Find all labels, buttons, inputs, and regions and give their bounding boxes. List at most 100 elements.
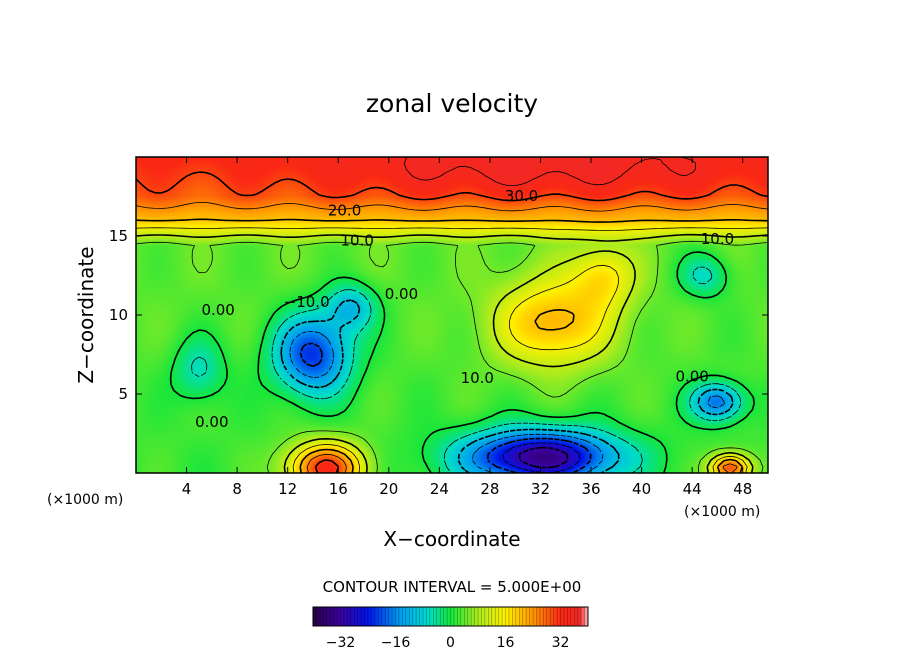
contour-label: 0.00	[201, 301, 234, 319]
colorbar-frame	[312, 606, 589, 627]
colorbar-swatch	[412, 607, 417, 626]
colorbar-swatch	[557, 607, 561, 626]
colorbar-swatch	[364, 607, 369, 626]
colorbar-tick-label: 16	[497, 635, 515, 651]
colorbar-swatch	[405, 607, 410, 626]
colorbar-swatch	[402, 607, 407, 626]
contour-labels: 30.0 20.0 10.0 10.0 10.0 −10.0 0.00 0.00 0.00 0.0…	[195, 187, 734, 431]
contour-line	[518, 446, 569, 469]
contour-line	[289, 331, 725, 473]
colorbar-swatch	[357, 607, 362, 626]
colorbar-swatch	[550, 607, 555, 626]
x-tick-label: 8	[232, 480, 242, 498]
contour-label: 20.0	[328, 201, 361, 219]
colorbar-swatch	[447, 607, 451, 626]
colorbar-swatch	[519, 607, 524, 626]
colorbar-swatch	[388, 607, 393, 626]
x-tick-label: 44	[683, 480, 702, 498]
contour-label: 10.0	[340, 231, 373, 249]
colorbar-swatch	[426, 607, 431, 626]
colorbar-swatch	[481, 607, 486, 626]
colorbar-swatch	[436, 607, 441, 626]
contour-line	[136, 240, 768, 473]
x-tick-label: 40	[632, 480, 651, 498]
colorbar-swatch	[502, 607, 506, 626]
colorbar-swatch	[398, 607, 403, 626]
colorbar-swatch	[570, 607, 575, 626]
colorbar-swatch	[450, 607, 455, 626]
colorbar-swatch	[543, 607, 548, 626]
colorbar-swatch	[512, 607, 517, 626]
colorbar-ticks: −32 −16 0 16 32	[326, 635, 570, 651]
contour-line	[136, 218, 768, 473]
contour-interval-text: CONTOUR INTERVAL = 5.000E+00	[323, 578, 582, 596]
colorbar-swatch	[313, 607, 317, 626]
colorbar-swatch	[316, 607, 321, 626]
colorbar-swatch	[526, 607, 531, 626]
colorbar-swatch	[498, 607, 503, 626]
x-tick-label: 32	[531, 480, 550, 498]
colorbar-swatch	[563, 607, 568, 626]
x-tick-label: 16	[329, 480, 348, 498]
x-axis-ticks: 4 8 12 16 20 24 28 32 36 40 44 48	[182, 157, 752, 498]
x-tick-label: 12	[278, 480, 297, 498]
colorbar-swatch	[488, 607, 493, 626]
contour-label: −10.0	[284, 293, 330, 311]
colorbar-swatch	[515, 607, 520, 626]
colorbar-swatch	[536, 607, 541, 626]
colorbar-swatch	[323, 607, 328, 626]
y-tick-label: 5	[118, 385, 128, 403]
colorbar-swatch	[464, 607, 469, 626]
colorbar-tick-label: −16	[381, 635, 411, 651]
x-tick-label: 24	[430, 480, 449, 498]
colorbar-swatch	[337, 607, 341, 626]
x-tick-label: 36	[581, 480, 600, 498]
colorbar-swatch	[508, 607, 513, 626]
chart-title: zonal velocity	[366, 89, 538, 118]
x-tick-label: 20	[379, 480, 398, 498]
colorbar-swatch	[330, 607, 335, 626]
colorbar-swatch	[484, 607, 489, 626]
x-tick-label: 28	[480, 480, 499, 498]
colorbar-tick-label: 32	[552, 635, 570, 651]
colorbar-swatch	[381, 607, 386, 626]
colorbar-swatch	[419, 607, 424, 626]
colorbar-swatch	[467, 607, 472, 626]
colorbar-swatch	[574, 607, 579, 626]
colorbar-swatch	[581, 607, 586, 626]
colorbar-swatch	[443, 607, 448, 626]
y-tick-label: 10	[109, 306, 128, 324]
colorbar	[312, 606, 589, 627]
colorbar-swatch	[423, 607, 427, 626]
velocity-field	[136, 157, 768, 473]
colorbar-swatch	[522, 607, 527, 626]
colorbar-swatch	[392, 607, 396, 626]
x-unit-right: (×1000 m)	[684, 504, 760, 520]
contour-label: 30.0	[505, 187, 538, 205]
colorbar-swatch	[319, 607, 324, 626]
colorbar-swatch	[478, 607, 482, 626]
contour-label: 10.0	[461, 369, 494, 387]
colorbar-swatch	[505, 607, 510, 626]
contour-label: 0.00	[675, 367, 708, 385]
colorbar-swatch	[453, 607, 458, 626]
colorbar-swatch	[440, 607, 445, 626]
x-tick-label: 4	[182, 480, 192, 498]
colorbar-swatch	[491, 607, 496, 626]
colorbar-swatch	[416, 607, 421, 626]
colorbar-swatch	[333, 607, 338, 626]
colorbar-swatch	[577, 607, 582, 626]
colorbar-tick-label: 0	[446, 635, 455, 651]
colorbar-swatch	[495, 607, 500, 626]
x-axis-label: X−coordinate	[383, 527, 520, 551]
colorbar-swatch	[350, 607, 355, 626]
contour-label: 0.00	[195, 413, 228, 431]
colorbar-swatch	[457, 607, 462, 626]
colorbar-swatch	[368, 607, 372, 626]
colorbar-swatch	[326, 607, 331, 626]
colorbar-swatch	[460, 607, 465, 626]
colorbar-swatch	[433, 607, 438, 626]
contour-line	[136, 227, 768, 473]
colorbar-swatch	[374, 607, 379, 626]
